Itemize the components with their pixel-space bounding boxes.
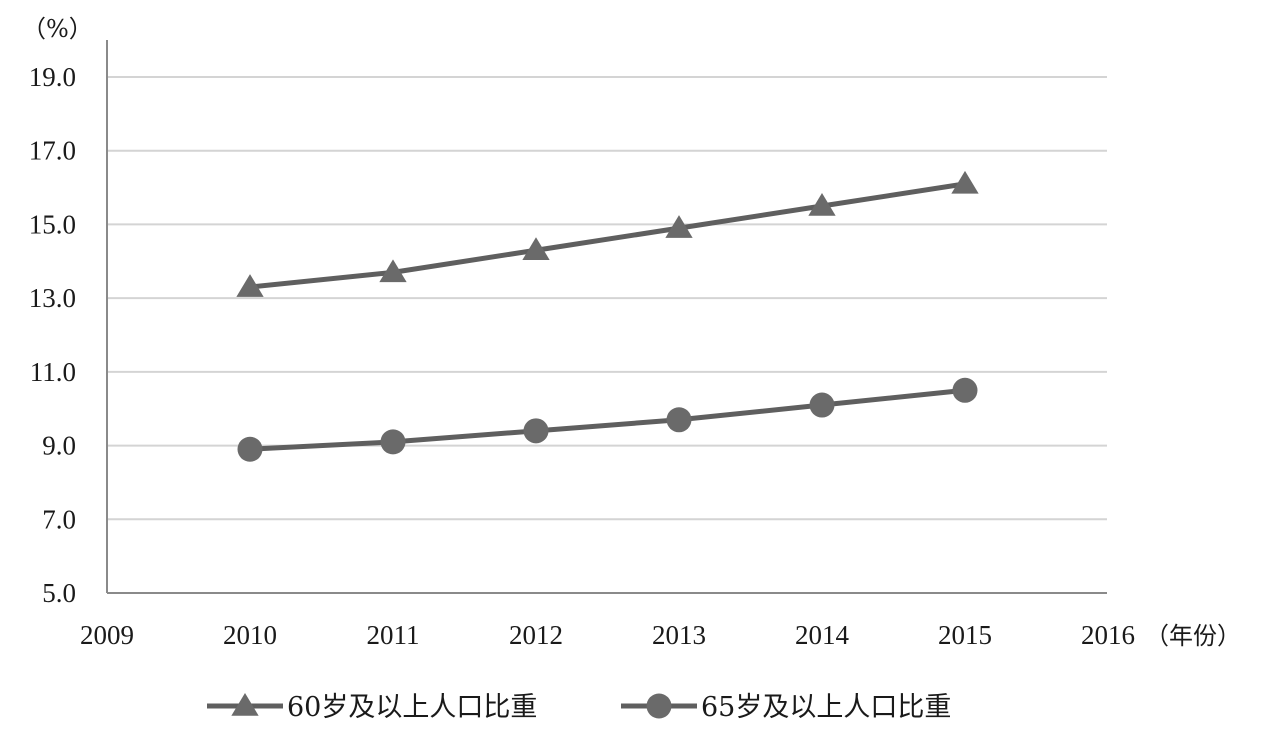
y-tick-label: 13.0 (29, 283, 76, 313)
y-tick-label: 19.0 (29, 62, 76, 92)
data-point-triangle (951, 170, 979, 194)
x-tick-label: 2016 (1081, 620, 1135, 650)
x-tick-label: 2009 (80, 620, 134, 650)
x-tick-label: 2013 (652, 620, 706, 650)
x-tick-labels: 2009 2010 2011 2012 2013 2014 2015 2016 （年份） (80, 620, 1241, 650)
y-tick-label: 9.0 (42, 431, 76, 461)
x-tick-label: 2011 (367, 620, 420, 650)
data-point-circle (523, 418, 549, 444)
series-line (249, 181, 966, 290)
y-tick-label: 11.0 (30, 357, 76, 387)
series-1 (236, 170, 979, 297)
legend-circle-marker (646, 693, 672, 719)
legend-label: 60岁及以上人口比重 (287, 692, 537, 723)
x-tick-label: 2010 (223, 620, 277, 650)
data-point-triangle (379, 259, 407, 283)
series-2 (237, 377, 978, 462)
series-line (249, 387, 966, 452)
data-point-circle (237, 436, 263, 462)
x-tick-label: 2012 (509, 620, 563, 650)
axes (106, 40, 1107, 594)
legend-item-2: 65岁及以上人口比重 (621, 692, 951, 723)
legend-label: 65岁及以上人口比重 (701, 692, 951, 723)
x-tick-label: 2015 (938, 620, 992, 650)
data-point-triangle (665, 215, 693, 238)
y-tick-label: 7.0 (42, 504, 76, 534)
data-point-circle (666, 407, 692, 433)
data-point-triangle (808, 193, 836, 216)
y-axis-unit-label: （%） (22, 15, 93, 43)
x-axis-unit-label: （年份） (1145, 622, 1241, 650)
y-tick-label: 15.0 (29, 209, 76, 239)
data-point-circle (809, 392, 835, 418)
series (236, 170, 979, 462)
legend: 60岁及以上人口比重 65岁及以上人口比重 (207, 692, 951, 723)
data-point-triangle (236, 274, 264, 297)
x-tick-label: 2014 (795, 620, 850, 650)
y-tick-labels: 5.0 7.0 9.0 11.0 13.0 15.0 17.0 19.0 (29, 62, 76, 608)
data-point-triangle (522, 237, 550, 260)
y-tick-label: 17.0 (29, 136, 76, 166)
data-point-circle (380, 429, 406, 455)
data-point-circle (952, 377, 978, 403)
y-tick-label: 5.0 (42, 578, 76, 608)
legend-triangle-marker (231, 693, 259, 716)
legend-item-1: 60岁及以上人口比重 (207, 692, 537, 723)
